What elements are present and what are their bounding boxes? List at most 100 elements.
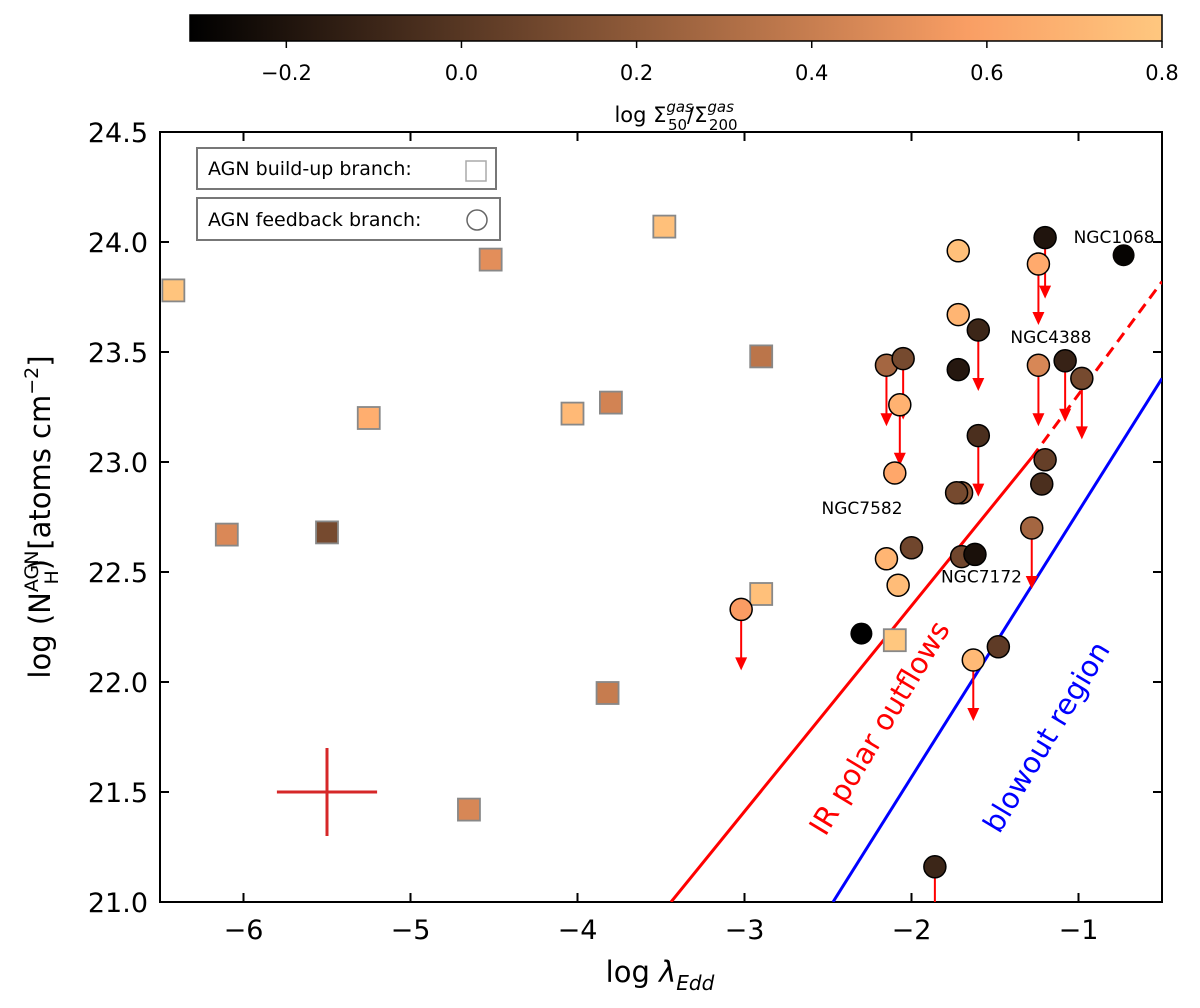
colorbar-gradient: [189, 14, 1163, 42]
y-tick-label: 24.0: [88, 228, 148, 259]
data-point-square: [599, 390, 623, 415]
data-point-square: [749, 582, 774, 606]
colorbar-tick-label: 0.0: [445, 61, 478, 85]
colorbar-ticks: −0.2 0.0 0.2 0.4 0.6 0.8: [261, 41, 1179, 85]
point-label: NGC7582: [822, 499, 903, 519]
legend-circle-marker: [466, 209, 488, 231]
x-tick-label: −2: [892, 915, 932, 946]
upper-limit-arrow-head: [972, 483, 985, 497]
y-axis-ticks: 21.0 21.5 22.0 22.5 23.0 23.5 24.0 24.5: [88, 118, 1162, 919]
upper-limit-arrow-head: [893, 452, 906, 466]
x-tick-label: −1: [1059, 915, 1099, 946]
upper-limit-arrow-head: [1032, 413, 1045, 427]
data-point-square: [652, 214, 677, 239]
data-point-circle: [1026, 353, 1051, 377]
y-tick-label: 21.5: [88, 778, 148, 809]
point-label: NGC1068: [1074, 228, 1155, 248]
upper-limit-arrow-head: [1025, 576, 1038, 589]
data-points: [161, 214, 1135, 879]
y-tick-label: 22.5: [88, 558, 148, 589]
upper-limit-arrow-head: [967, 708, 980, 721]
data-point-square: [560, 401, 585, 426]
data-point-circle: [729, 597, 753, 622]
data-point-circle: [1033, 225, 1057, 250]
x-tick-label: −6: [224, 915, 264, 946]
colorbar-tick-label: 0.4: [795, 61, 828, 85]
data-point-circle: [963, 542, 987, 567]
data-point-circle: [899, 536, 924, 560]
line-ir-polar-outflows: [669, 456, 1033, 902]
data-point-circle: [1033, 448, 1057, 472]
colorbar-label: log Σgas 50/Σgas 200: [614, 98, 737, 134]
x-axis-ticks: −6 −5 −4 −3 −2 −1: [224, 132, 1099, 946]
data-point-circle: [1112, 244, 1135, 267]
x-axis-label: log λEdd: [606, 955, 715, 995]
plot-frame: [159, 131, 1163, 903]
data-point-circle: [1030, 472, 1054, 496]
legend: AGN build-up branch: AGN feedback branch…: [196, 147, 501, 241]
data-point-square: [356, 406, 381, 430]
data-point-square: [478, 247, 503, 272]
data-point-circle: [966, 423, 991, 448]
region-label-blowout: blowout region: [976, 635, 1117, 838]
data-point-circle: [883, 461, 907, 485]
legend-square-marker: [465, 160, 487, 182]
data-point-circle: [888, 393, 912, 417]
y-tick-label: 23.0: [88, 448, 148, 479]
upper-limit-arrow-head: [880, 413, 893, 427]
data-point-circle: [946, 357, 971, 382]
data-point-square: [882, 628, 907, 653]
data-point-circle: [1019, 516, 1044, 540]
plot-area: −6 −5 −4 −3 −2 −1 21.0 21.5 22.0 22.5 23.0 23.5 24.…: [88, 118, 1163, 946]
upper-limit-arrow-head: [1059, 408, 1072, 422]
colorbar-tick-label: 0.8: [1145, 61, 1178, 85]
colorbar-tick-label: 0.2: [620, 61, 653, 85]
upper-limit-arrow-head: [735, 657, 748, 671]
y-tick-label: 21.0: [88, 888, 148, 919]
data-point-square: [595, 681, 620, 705]
colorbar: −0.2 0.0 0.2 0.4 0.6 0.8 log Σgas 50/Σgas 200: [189, 14, 1179, 134]
data-point-circle: [986, 635, 1011, 659]
region-label-ir-polar-outflows: IR polar outflows: [802, 615, 956, 841]
colorbar-tick-label: 0.6: [970, 61, 1003, 85]
data-point-circle: [886, 573, 910, 597]
y-tick-label: 24.5: [88, 118, 148, 149]
data-point-circle: [961, 648, 986, 672]
x-tick-label: −4: [558, 915, 598, 946]
data-point-circle: [1026, 252, 1051, 276]
data-point-square: [161, 278, 186, 303]
data-point-circle: [946, 302, 971, 327]
error-bar: [276, 748, 378, 836]
x-tick-label: −3: [725, 915, 765, 946]
upper-limit-arrow-head: [1032, 312, 1045, 325]
point-annotations: NGC1068 NGC4388 NGC7582 NGC7172: [822, 228, 1155, 587]
y-tick-label: 23.5: [88, 338, 148, 369]
legend-entry-buildup: AGN build-up branch:: [196, 147, 497, 190]
upper-limit-arrow-head: [1075, 426, 1088, 440]
point-label: NGC7172: [941, 567, 1022, 587]
y-axis-label: log (NAGNH) [atoms cm−2]: [21, 355, 63, 678]
line-ir-polar-outflows-extension: [1030, 280, 1162, 459]
data-point-circle: [1070, 366, 1094, 391]
upper-limit-arrow-head: [1039, 285, 1052, 299]
colorbar-tick-label: −0.2: [261, 61, 312, 85]
legend-label-feedback: AGN feedback branch:: [208, 209, 421, 231]
data-point-circle: [966, 318, 991, 342]
y-tick-label: 22.0: [88, 668, 148, 699]
upper-limit-arrow-head: [972, 378, 985, 391]
data-point-circle: [946, 239, 971, 263]
point-label: NGC4388: [1010, 328, 1091, 348]
data-point-square: [315, 520, 339, 545]
data-point-circle: [850, 622, 873, 645]
data-point-square: [214, 522, 239, 547]
data-point-circle: [944, 481, 969, 505]
data-point-circle: [923, 855, 947, 879]
legend-entry-feedback: AGN feedback branch:: [196, 197, 501, 241]
data-point-circle: [874, 547, 899, 571]
data-point-circle: [1053, 349, 1077, 373]
legend-label-buildup: AGN build-up branch:: [208, 158, 412, 180]
data-point-square: [457, 797, 481, 822]
x-tick-label: −5: [391, 915, 431, 946]
data-point-circle: [891, 346, 915, 371]
